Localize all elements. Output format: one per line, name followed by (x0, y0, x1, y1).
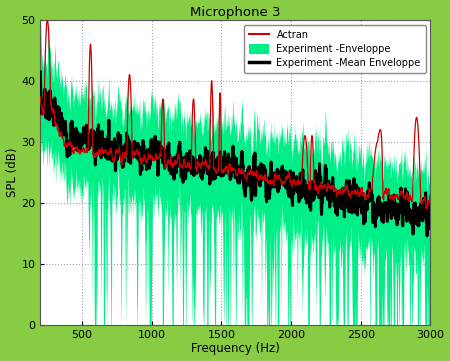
Legend: Actran, Experiment -Enveloppe, Experiment -Mean Enveloppe: Actran, Experiment -Enveloppe, Experimen… (244, 25, 426, 73)
Y-axis label: SPL (dB): SPL (dB) (5, 148, 18, 197)
X-axis label: Frequency (Hz): Frequency (Hz) (191, 343, 280, 356)
Title: Microphone 3: Microphone 3 (190, 5, 281, 18)
